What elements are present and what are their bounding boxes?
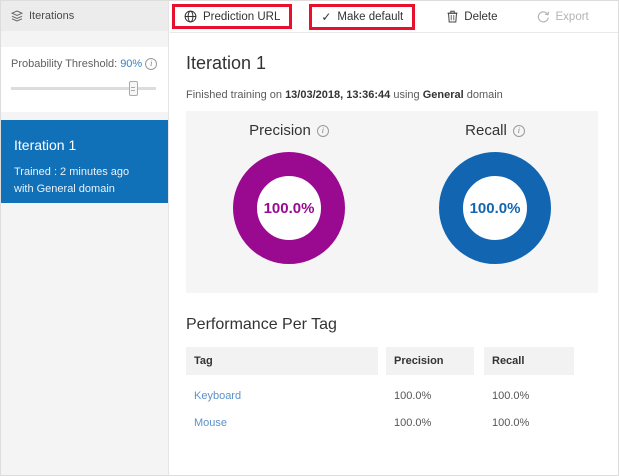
threshold-info-icon[interactable]: i: [145, 58, 158, 70]
threshold-value: 90%: [120, 58, 143, 70]
iteration-detail-panel: Prediction URL ✓ Make default Delete: [170, 1, 618, 475]
recall-chart-label: Recall: [465, 122, 507, 139]
probability-threshold-card: Probability Threshold: 90% i: [1, 47, 168, 112]
column-header-tag: Tag: [186, 347, 378, 375]
trash-icon: [447, 10, 458, 23]
table-header-row: Tag Precision Recall: [186, 347, 574, 375]
performance-per-tag-title: Performance Per Tag: [186, 316, 337, 333]
iterations-icon: [11, 10, 23, 22]
toolbar: Prediction URL ✓ Make default Delete: [170, 1, 618, 33]
training-datetime: 13/03/2018, 13:36:44: [285, 89, 391, 101]
column-header-recall: Recall: [484, 347, 574, 375]
iteration-content: Iteration 1 Finished training on 13/03/2…: [170, 53, 618, 429]
precision-info-icon[interactable]: i: [316, 124, 329, 137]
make-default-button[interactable]: ✓ Make default: [321, 10, 403, 24]
prediction-url-label: Prediction URL: [203, 10, 281, 23]
training-summary: Finished training on 13/03/2018, 13:36:4…: [186, 89, 503, 101]
sidebar-header: Iterations: [1, 1, 168, 31]
iteration-domain-line: with General domain: [14, 182, 115, 195]
mouse-recall-value: 100.0%: [492, 417, 530, 429]
performance-chart-panel: Precision i 100.0% Recall i 100.0%: [186, 111, 598, 293]
training-domain: General: [422, 89, 464, 101]
globe-icon: [184, 10, 197, 23]
recall-chart-column: Recall i 100.0%: [392, 111, 598, 293]
recall-donut-chart: 100.0%: [439, 152, 551, 264]
precision-value: 100.0%: [263, 199, 315, 217]
mouse-precision-value: 100.0%: [394, 417, 432, 429]
make-default-label: Make default: [337, 10, 404, 23]
prediction-url-button[interactable]: Prediction URL: [184, 10, 280, 23]
export-button[interactable]: Export: [537, 10, 589, 23]
performance-table: Tag Precision Recall Keyboard 100.0% 100…: [186, 347, 574, 429]
table-row: Keyboard 100.0% 100.0%: [186, 375, 574, 402]
sidebar-item-iteration-1[interactable]: Iteration 1 Trained : 2 minutes ago with…: [1, 120, 168, 203]
threshold-slider[interactable]: [11, 81, 158, 96]
column-header-precision: Precision: [386, 347, 474, 375]
precision-donut-chart: 100.0%: [233, 152, 345, 264]
precision-chart-column: Precision i 100.0%: [186, 111, 392, 293]
table-row: Mouse 100.0% 100.0%: [186, 402, 574, 429]
tag-link-keyboard[interactable]: Keyboard: [194, 390, 242, 402]
slider-track[interactable]: [11, 87, 156, 90]
keyboard-recall-value: 100.0%: [492, 390, 530, 402]
recall-info-icon[interactable]: i: [512, 124, 525, 137]
tag-link-mouse[interactable]: Mouse: [194, 417, 228, 429]
slider-thumb[interactable]: [128, 81, 138, 96]
precision-chart-label: Precision: [249, 122, 311, 139]
check-icon: ✓: [321, 9, 332, 24]
export-icon: [537, 11, 549, 23]
threshold-label: Probability Threshold:: [11, 58, 118, 70]
iteration-trained-line: Trained : 2 minutes ago: [14, 166, 130, 178]
export-label: Export: [555, 10, 589, 23]
sidebar-header-label: Iterations: [29, 10, 75, 22]
delete-label: Delete: [464, 10, 498, 23]
recall-value: 100.0%: [469, 199, 521, 217]
iterations-sidebar: Iterations Probability Threshold: 90% i …: [1, 1, 169, 475]
keyboard-precision-value: 100.0%: [394, 390, 432, 402]
annotation-box-make-default: ✓ Make default: [309, 3, 416, 30]
iteration-item-title: Iteration 1: [14, 137, 77, 153]
delete-button[interactable]: Delete: [438, 7, 506, 26]
page-title: Iteration 1: [186, 53, 267, 73]
annotation-box-prediction-url: Prediction URL: [172, 4, 293, 29]
